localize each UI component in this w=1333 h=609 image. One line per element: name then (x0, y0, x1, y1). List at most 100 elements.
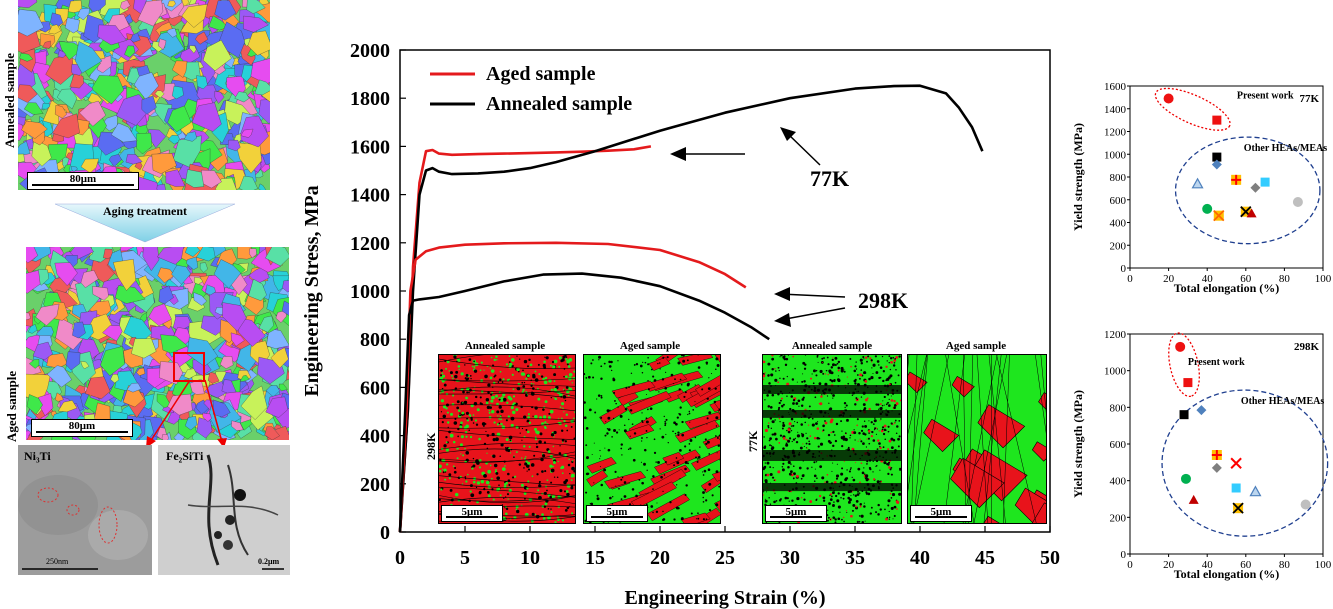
scatter-77k-chart: 0 20 40 60 80 1000200400600800100012001400160… (1071, 81, 1332, 295)
other-hea-point (1246, 208, 1257, 218)
scatter-y-tick-label: 600 (1110, 195, 1127, 207)
other-hea-point-glyph (1211, 450, 1222, 460)
aging-arrow: Aging treatment (54, 200, 236, 244)
x-tick-label: 40 (910, 547, 930, 569)
other-heas-label: Other HEAs/MEAs (1244, 143, 1328, 154)
scatter-x-tick-label: 100 (1315, 273, 1332, 285)
scatter-y-tick-label: 200 (1110, 240, 1127, 252)
aged-scale-text: 80μm (68, 420, 96, 432)
other-hea-point-glyph (1213, 210, 1225, 222)
x-tick-label: 15 (585, 547, 605, 569)
other-hea-point (1230, 457, 1242, 469)
scatter-x-tick-label: 80 (1279, 559, 1291, 571)
inset-aged-77k-title: Aged sample (945, 340, 1007, 352)
present-work-point (1183, 378, 1193, 388)
ni3ti-label: Ni₃Ti (24, 449, 51, 463)
main-legend: Aged sample Annealed sample (430, 63, 632, 115)
legend-annealed-text: Annealed sample (486, 93, 632, 115)
other-heas-label: Other HEAs/MEAs (1241, 396, 1325, 407)
series-line-annealed-77k (398, 84, 984, 533)
scatter-x-tick-label: 60 (1240, 559, 1252, 571)
inset-aged-77k: 5μm (907, 354, 1047, 524)
annealed-scale-text: 80μm (69, 173, 97, 185)
x-tick-label: 35 (845, 547, 865, 569)
scatter-x-tick-label: 0 (1127, 273, 1133, 285)
scatter-y-tick-label: 0 (1121, 549, 1127, 561)
aged-scale-bar: 80μm (31, 419, 133, 437)
inset-label-77k: 77K (746, 430, 760, 452)
label-298k: 298K (858, 288, 908, 313)
series-line-annealed-298k (398, 272, 770, 533)
zoom-arrows (146, 379, 227, 448)
present-work-label: Present work (1237, 91, 1294, 102)
inset-scale-3-text: 5μm (785, 506, 807, 518)
inset-scale-2: 5μm (586, 505, 648, 522)
scatter-y-tick-label: 1600 (1104, 81, 1127, 93)
other-hea-point (1231, 483, 1241, 493)
scatter-y-tick-label: 600 (1110, 439, 1127, 451)
other-hea-point (1211, 159, 1222, 170)
series-line-aged-298k (398, 241, 747, 533)
present-work-point (1163, 93, 1174, 104)
y-tick-label: 800 (360, 329, 390, 351)
x-tick-label: 25 (715, 547, 735, 569)
other-hea-point (1196, 405, 1207, 416)
x-tick-label: 5 (460, 547, 470, 569)
ni3ti-tem-image: Ni₃Ti 250nm (18, 445, 152, 575)
scatter-x-tick-label: 20 (1163, 559, 1175, 571)
annealed-sample-label: Annealed sample (2, 53, 17, 148)
y-tick-label: 400 (360, 426, 390, 448)
inset-aged-298k-title: Aged sample (619, 340, 681, 352)
y-tick-label: 1800 (350, 88, 390, 110)
other-hea-point-glyph (1232, 502, 1244, 514)
y-tick-label: 200 (360, 474, 390, 496)
fe2siti-tem-image: Fe₂SiTi 0.2μm (158, 445, 290, 575)
x-tick-label: 45 (975, 547, 995, 569)
x-tick-label: 0 (395, 547, 405, 569)
x-tick-label: 10 (520, 547, 540, 569)
other-heas-outline (1174, 136, 1321, 245)
scatter-y-axis-label: Yield strength (MPa) (1071, 123, 1085, 231)
inset-aged-298k: 5μm (583, 354, 721, 524)
inset-annealed-298k-title: Annealed sample (464, 340, 546, 352)
y-tick-label: 1400 (350, 185, 390, 207)
other-hea-point (1212, 152, 1222, 162)
scatter-y-tick-label: 1400 (1104, 104, 1127, 116)
aged-ebsd-map: 80μm (26, 247, 289, 440)
y-tick-label: 0 (380, 522, 390, 544)
other-hea-point (1188, 494, 1199, 504)
ni3ti-scale-text: 250nm (46, 557, 69, 566)
stress-strain-chart: 0 5 10 15 20 25 30 35 40 45 50 0 200 400 600 800 1000 120… (301, 40, 1060, 609)
other-hea-point (1179, 410, 1189, 420)
scatter-y-tick-label: 400 (1110, 218, 1127, 230)
other-hea-point (1202, 203, 1213, 214)
y-tick-label: 2000 (350, 40, 390, 62)
scatter-temperature-label: 77K (1299, 93, 1319, 105)
other-hea-point (1300, 499, 1311, 510)
fe2siti-label: Fe₂SiTi (166, 449, 204, 463)
scatter-y-tick-label: 800 (1110, 402, 1127, 414)
scatter-x-tick-label: 40 (1202, 559, 1214, 571)
other-hea-point (1250, 182, 1261, 193)
annealed-scale-bar: 80μm (27, 172, 139, 190)
aged-sample-label: Aged sample (4, 370, 19, 442)
scatter-x-axis-label: Total elongation (%) (1174, 567, 1280, 581)
inset-annealed-77k-title: Annealed sample (791, 340, 873, 352)
other-hea-point (1180, 473, 1191, 484)
inset-annealed-298k: 5μm (438, 354, 576, 524)
scatter-y-tick-label: 800 (1110, 172, 1127, 184)
inset-label-298k: 298K (424, 432, 438, 460)
x-tick-label: 30 (780, 547, 800, 569)
scatter-temperature-label: 298K (1294, 341, 1320, 353)
annotation-77k: 77K (670, 127, 849, 191)
main-y-axis-label: Engineering Stress, MPa (301, 185, 323, 396)
aged-ebsd-texture (26, 247, 289, 440)
scatter-y-axis-label: Yield strength (MPa) (1071, 390, 1085, 498)
scatter-x-axis-label: Total elongation (%) (1174, 281, 1280, 295)
inset-scale-1: 5μm (441, 505, 503, 522)
inset-scale-1-text: 5μm (461, 506, 483, 518)
scatter-x-tick-label: 60 (1240, 273, 1252, 285)
other-hea-point (1191, 177, 1204, 189)
scatter-x-tick-label: 100 (1315, 559, 1332, 571)
